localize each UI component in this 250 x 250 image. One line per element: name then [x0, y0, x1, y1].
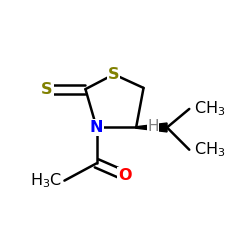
Text: S: S — [42, 82, 53, 97]
Text: O: O — [118, 168, 132, 183]
Text: CH$_3$: CH$_3$ — [194, 140, 226, 159]
Polygon shape — [136, 123, 167, 132]
Text: S: S — [108, 67, 120, 82]
Text: N: N — [90, 120, 103, 135]
Text: H: H — [147, 119, 159, 134]
Text: CH$_3$: CH$_3$ — [194, 100, 226, 118]
Text: H$_3$C: H$_3$C — [30, 171, 62, 190]
